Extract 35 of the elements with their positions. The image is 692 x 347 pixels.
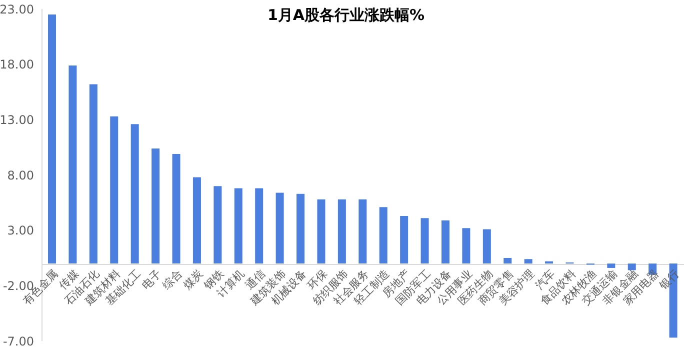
y-tick-label: 18.00 bbox=[0, 58, 34, 72]
bar bbox=[379, 207, 388, 264]
bar bbox=[234, 188, 242, 264]
bar bbox=[68, 65, 77, 264]
bar bbox=[192, 177, 201, 264]
bar bbox=[110, 116, 118, 264]
bar bbox=[504, 258, 512, 264]
bar bbox=[338, 199, 346, 264]
chart-title: 1月A股各行业涨跌幅% bbox=[267, 6, 425, 24]
bar bbox=[607, 264, 616, 268]
bar bbox=[482, 229, 491, 264]
x-tick-label: 综合 bbox=[160, 267, 185, 292]
bar bbox=[400, 216, 408, 264]
bar bbox=[358, 199, 367, 264]
bar bbox=[462, 228, 470, 264]
bar bbox=[89, 84, 98, 264]
bar bbox=[317, 199, 326, 264]
y-tick-label: 23.00 bbox=[0, 2, 34, 16]
bar bbox=[152, 148, 160, 264]
bar bbox=[441, 220, 450, 264]
bar bbox=[628, 264, 636, 270]
bar bbox=[420, 218, 429, 264]
bar bbox=[296, 194, 305, 264]
bar bbox=[172, 154, 180, 264]
y-tick-label: 3.00 bbox=[7, 224, 34, 238]
bar bbox=[255, 188, 264, 264]
bar bbox=[214, 186, 222, 264]
bar bbox=[545, 261, 554, 264]
bar bbox=[48, 14, 56, 264]
bar bbox=[524, 259, 532, 264]
y-tick-label: 13.00 bbox=[0, 112, 34, 127]
y-tick-label: 8.00 bbox=[7, 168, 34, 182]
y-tick-label: -7.00 bbox=[2, 334, 34, 347]
bar bbox=[130, 124, 139, 264]
bar bbox=[276, 192, 284, 264]
